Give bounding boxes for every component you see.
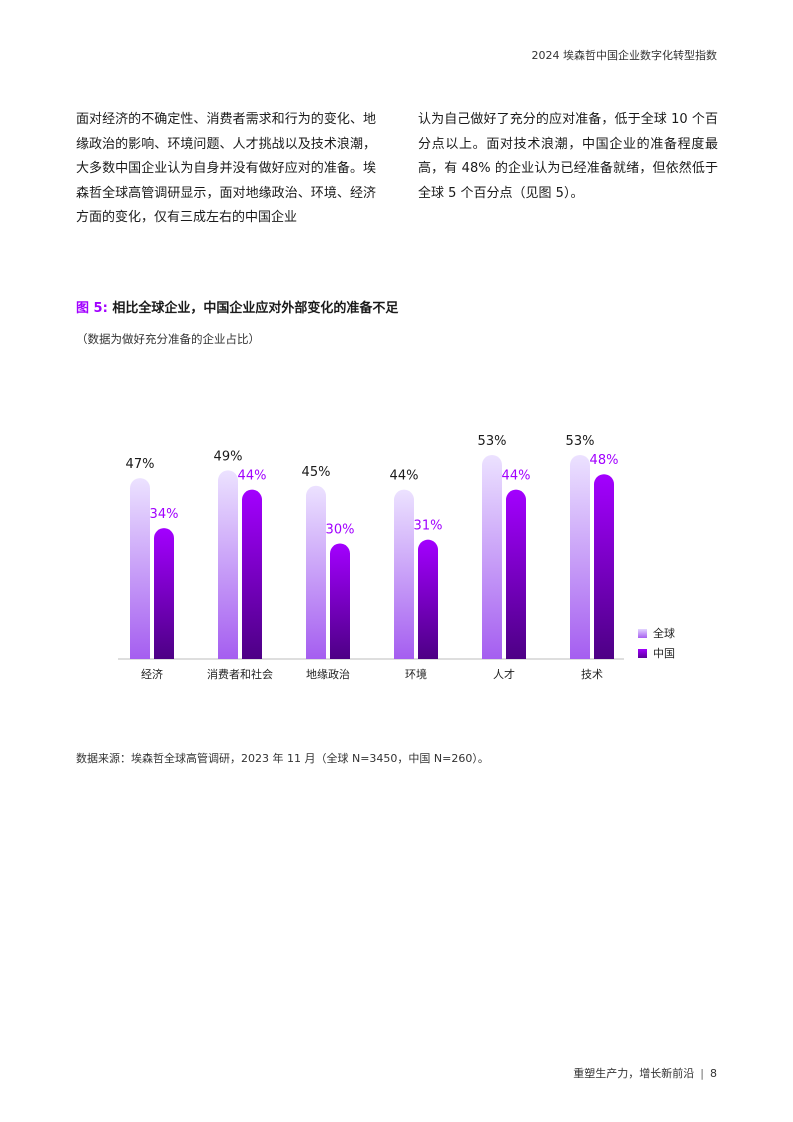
data-label-global-5: 53% <box>566 434 595 449</box>
data-label-global-2: 45% <box>302 465 331 480</box>
category-label-3: 环境 <box>405 667 427 681</box>
body-text-right: 认为自己做好了充分的应对准备，低于全球 10 个百分点以上。面对技术浪潮，中国企… <box>418 112 718 201</box>
bar-china-1 <box>242 489 262 659</box>
data-label-global-4: 53% <box>478 434 507 449</box>
data-label-global-3: 44% <box>390 469 419 484</box>
page-number: 8 <box>710 1067 717 1080</box>
bar-global-5 <box>570 455 590 659</box>
body-text-left: 面对经济的不确定性、消费者需求和行为的变化、地缘政治的影响、环境问题、人才挑战以… <box>76 112 376 225</box>
bar-global-2 <box>306 485 326 659</box>
legend-swatch-global <box>638 628 647 638</box>
figure-title: 图 5: 相比全球企业，中国企业应对外部变化的准备不足 <box>76 297 398 316</box>
data-source-note: 数据来源：埃森哲全球高管调研，2023 年 11 月（全球 N=3450，中国 … <box>76 752 489 765</box>
category-label-1: 消费者和社会 <box>207 667 273 681</box>
category-label-4: 人才 <box>493 667 515 681</box>
legend-swatch-china <box>638 648 647 658</box>
figure-number: 图 5: <box>76 301 108 316</box>
data-label-china-3: 31% <box>414 519 443 534</box>
bar-china-4 <box>506 489 526 659</box>
bar-global-1 <box>218 470 238 659</box>
category-label-0: 经济 <box>141 667 163 681</box>
data-label-china-5: 48% <box>590 453 619 468</box>
data-label-global-0: 47% <box>126 457 155 472</box>
bar-china-3 <box>418 539 438 659</box>
data-label-global-1: 49% <box>214 449 243 464</box>
bar-global-3 <box>394 489 414 659</box>
bar-global-4 <box>482 455 502 659</box>
bar-china-5 <box>594 474 614 659</box>
page-header: 2024 埃森哲中国企业数字化转型指数 <box>531 49 718 62</box>
figure-subtitle: （数据为做好充分准备的企业占比） <box>76 332 260 346</box>
category-label-2: 地缘政治 <box>306 667 350 681</box>
bar-china-0 <box>154 528 174 659</box>
legend-label-global: 全球 <box>653 627 675 640</box>
bar-global-0 <box>130 478 150 659</box>
legend-label-china: 中国 <box>653 647 675 660</box>
footer-text: 重塑生产力，增长新前沿 <box>573 1067 695 1080</box>
legend-item-global: 全球 <box>638 623 675 643</box>
figure-title-text: 相比全球企业，中国企业应对外部变化的准备不足 <box>112 301 399 316</box>
category-label-5: 技术 <box>581 668 603 681</box>
page-footer: 重塑生产力，增长新前沿 | 8 <box>573 1065 717 1081</box>
bar-china-2 <box>330 543 350 659</box>
data-label-china-1: 44% <box>238 469 267 484</box>
chart-legend: 全球 中国 <box>638 623 675 663</box>
footer-separator: | <box>700 1067 704 1080</box>
data-label-china-2: 30% <box>326 523 355 538</box>
data-label-china-0: 34% <box>150 507 179 522</box>
legend-item-china: 中国 <box>638 643 675 663</box>
data-label-china-4: 44% <box>502 469 531 484</box>
